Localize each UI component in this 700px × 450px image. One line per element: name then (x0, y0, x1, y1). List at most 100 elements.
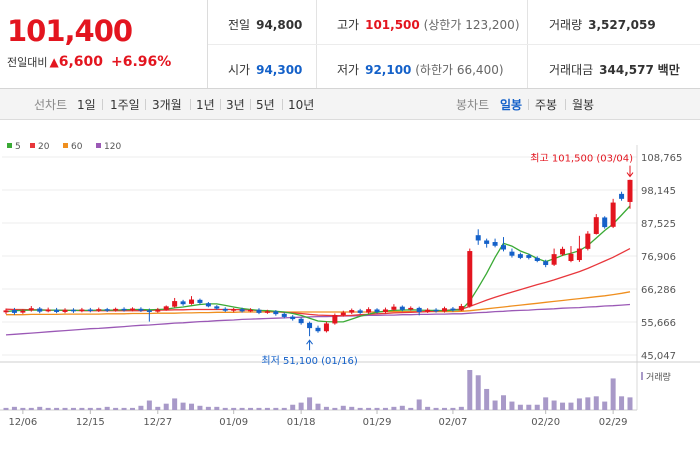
candle-body (475, 235, 481, 241)
ma-legend: 5 20 60 120 (7, 142, 121, 152)
ma60-line (6, 291, 631, 316)
volume-bar (189, 403, 195, 410)
tab-5year[interactable]: 5년 (256, 98, 275, 112)
candle-body (163, 306, 169, 310)
volume-bar (492, 400, 498, 410)
candle-body (11, 310, 17, 313)
volume-bar (349, 406, 355, 410)
open-price: 시가 94,300 (228, 61, 302, 78)
candle-body (231, 309, 237, 311)
y-tick-label: 66,286 (641, 285, 676, 296)
tab-1day[interactable]: 1일 (77, 98, 96, 112)
tab-monthly[interactable]: 월봉 (572, 98, 595, 112)
volume-bar (70, 407, 76, 410)
volume-bar (399, 405, 405, 410)
tab-separator (282, 99, 283, 110)
x-tick-label: 12/27 (143, 417, 172, 428)
volume-bar (129, 407, 135, 410)
volume-bar (3, 407, 9, 410)
candle-body (543, 261, 549, 266)
low-label: 저가 (337, 63, 360, 77)
low-annotation: 최저 51,100 (01/16) (261, 355, 357, 367)
candle-body (37, 308, 43, 312)
prev-close-label: 전일 (228, 18, 251, 32)
candle-body (593, 217, 599, 234)
volume-bar (585, 397, 591, 410)
candle-body (96, 309, 102, 311)
candle-body (281, 313, 287, 317)
candle-body (172, 301, 178, 307)
volume-bar (37, 406, 43, 410)
y-tick-label: 55,666 (641, 318, 676, 329)
tab-3year[interactable]: 3년 (226, 98, 245, 112)
high-arrow-head (626, 172, 634, 178)
current-price: 101,400 (7, 14, 133, 48)
tab-10year[interactable]: 10년 (288, 98, 315, 112)
ma5-line (5, 205, 631, 323)
upper-limit: (상한가 123,200) (423, 18, 520, 32)
tab-separator (220, 99, 221, 110)
candle-body (408, 307, 414, 310)
legend-swatch (30, 143, 35, 148)
volume-bar (382, 407, 388, 410)
tab-1year[interactable]: 1년 (196, 98, 215, 112)
volume-bar (273, 407, 279, 410)
candle-body (467, 251, 473, 307)
candle-body (3, 310, 9, 313)
tab-weekly[interactable]: 주봉 (535, 98, 558, 112)
quote-panel: 101,400 전일대비 ▲6,600 +6.96% 전일 94,800 시가 94,3… (0, 0, 700, 89)
candle-body (264, 311, 270, 313)
chart-tabs: 선차트 1일 1주일 3개월 1년 3년 5년 10년 봉차트 일봉 주봉 월봉 (0, 89, 700, 120)
candle-body (180, 301, 186, 305)
candle-body (391, 306, 397, 310)
volume-bar (28, 407, 34, 410)
candle-body (340, 312, 346, 316)
volume-bar (602, 401, 608, 410)
candle-body (627, 179, 633, 202)
candle-body (248, 309, 254, 312)
volume-bar (568, 402, 574, 410)
volume-bar (484, 388, 490, 410)
tab-separator (250, 99, 251, 110)
volume-bar (62, 407, 68, 410)
volume-bar (366, 407, 372, 410)
y-tick-label: 98,145 (641, 186, 676, 197)
candle-body (416, 307, 422, 312)
candle-body (458, 306, 464, 311)
tab-1week[interactable]: 1주일 (110, 98, 140, 112)
high-price: 고가 101,500 (상한가 123,200) (337, 16, 520, 33)
x-tick-label: 02/29 (599, 417, 628, 428)
price-change: 전일대비 ▲6,600 +6.96% (7, 54, 171, 70)
ma120-line (5, 303, 631, 336)
volume-bar (340, 405, 346, 410)
candle-body (501, 245, 507, 250)
volume-bar (391, 406, 397, 410)
candle-body (138, 308, 144, 311)
x-tick-label: 01/18 (287, 417, 316, 428)
x-tick-label: 12/06 (8, 417, 37, 428)
candle-body (576, 248, 582, 261)
volume-bar (45, 407, 51, 410)
candle-body (399, 306, 405, 310)
volume-bar (163, 403, 169, 410)
y-axis: 108,765 98,145 87,525 76,906 66,286 55,666 45,… (641, 153, 682, 362)
x-tick-label: 01/29 (363, 417, 392, 428)
tab-daily[interactable]: 일봉 (500, 98, 523, 112)
volume-bar (11, 406, 17, 410)
amount-label: 거래대금 (549, 63, 594, 77)
volume-bar (121, 407, 127, 410)
candle-body (205, 303, 211, 307)
candle-body (79, 309, 85, 312)
volume-bar (416, 399, 422, 410)
candle-body (298, 318, 304, 324)
prev-close: 전일 94,800 (228, 16, 302, 33)
candle-body (585, 233, 591, 249)
volume-bar (96, 407, 102, 410)
tab-3month[interactable]: 3개월 (152, 98, 182, 112)
x-tick-label: 12/15 (76, 417, 105, 428)
volume-bar (155, 406, 161, 410)
change-label: 전일대비 (7, 56, 48, 69)
candle-body (189, 299, 195, 304)
volume-bar (197, 405, 203, 410)
candle-body (197, 299, 203, 303)
